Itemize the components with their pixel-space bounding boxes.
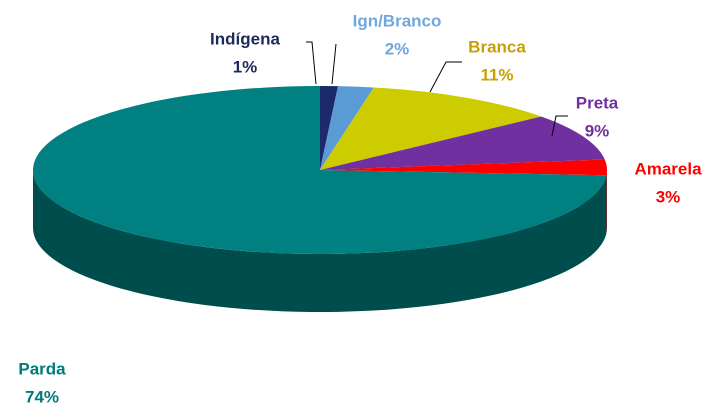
value-label: 74% [25,387,59,406]
slice-label: Amarela [634,159,702,178]
pie-slice [320,116,605,170]
value-label: 1% [233,57,258,76]
value-label: 11% [480,65,513,84]
value-label: 9% [585,121,610,140]
pie-side [33,170,607,312]
value-label: 3% [656,187,681,206]
labels: Indígena 1% Ign/Branco 2% Branca 11% Preta 9% Am… [18,11,702,406]
slice-label: Indígena [210,29,280,48]
slice-label: Ign/Branco [353,11,442,30]
pie-side [606,170,607,234]
pie-slice [320,86,339,170]
value-label: 2% [385,39,410,58]
leader-lines [306,41,568,137]
leader-line [429,61,462,93]
leader-line [306,41,317,85]
pie-slice [320,86,374,170]
leader-line [551,115,568,137]
leader-line [331,43,337,85]
slice-label: Branca [468,37,526,56]
pie-slice [33,86,607,255]
pie-slice [320,87,542,170]
slice-label: Parda [18,359,66,378]
slice-label: Preta [576,93,619,112]
pie-slice [320,159,608,176]
pie [33,86,608,312]
